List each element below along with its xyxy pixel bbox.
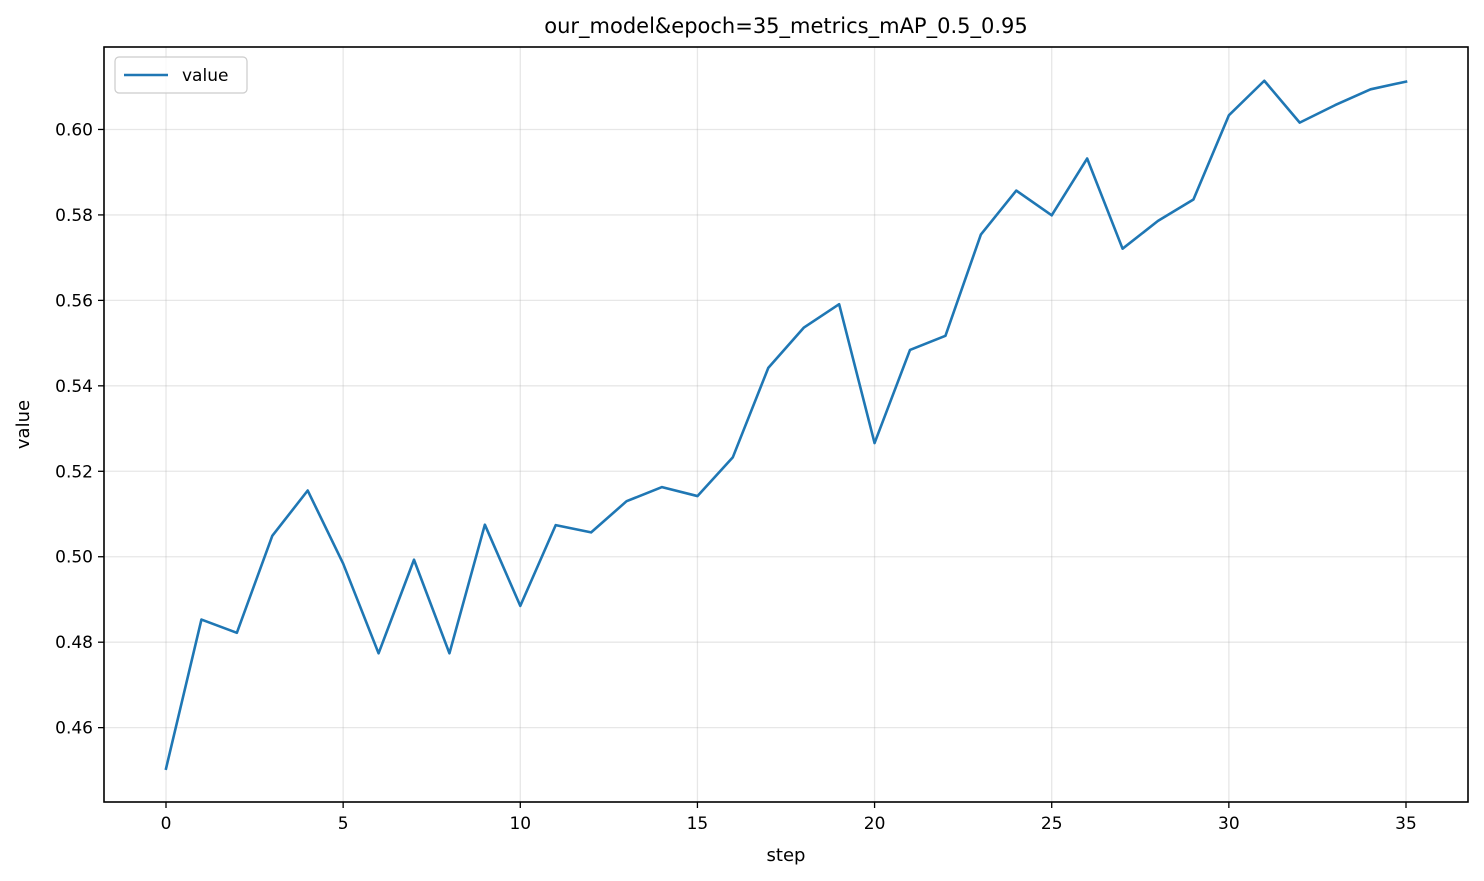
y-tick-label: 0.60 [55, 120, 93, 140]
series-line-0 [164, 79, 1408, 771]
x-tick-label: 10 [509, 814, 531, 834]
y-axis-label: value [13, 400, 34, 449]
y-tick-label: 0.48 [55, 633, 93, 653]
y-tick-label: 0.54 [55, 377, 93, 397]
x-tick-label: 20 [864, 814, 886, 834]
gridlines [104, 47, 1468, 802]
legend-label-value: value [182, 66, 228, 86]
x-tick-label: 25 [1041, 814, 1063, 834]
chart-title: our_model&epoch=35_metrics_mAP_0.5_0.95 [544, 14, 1028, 39]
y-tick-label: 0.56 [55, 291, 93, 311]
x-tick-label: 30 [1218, 814, 1240, 834]
x-axis-label: step [767, 845, 806, 866]
y-tick-label: 0.50 [55, 548, 93, 568]
x-tick-label: 5 [338, 814, 349, 834]
x-tick-label: 15 [687, 814, 709, 834]
x-tick-label: 0 [161, 814, 172, 834]
y-tick-label: 0.58 [55, 206, 93, 226]
plot-area-frame [103, 46, 1469, 803]
x-tick-label: 35 [1395, 814, 1417, 834]
legend: value [114, 56, 248, 94]
x-axis-ticks: 0 5 10 15 20 25 30 35 [161, 802, 1417, 834]
legend-box [114, 56, 248, 94]
y-tick-label: 0.46 [55, 719, 93, 739]
y-axis-ticks: 0.46 0.48 0.50 0.52 0.54 0.56 0.58 0.60 [55, 120, 104, 739]
series-lines [164, 79, 1408, 771]
y-tick-label: 0.52 [55, 462, 93, 482]
